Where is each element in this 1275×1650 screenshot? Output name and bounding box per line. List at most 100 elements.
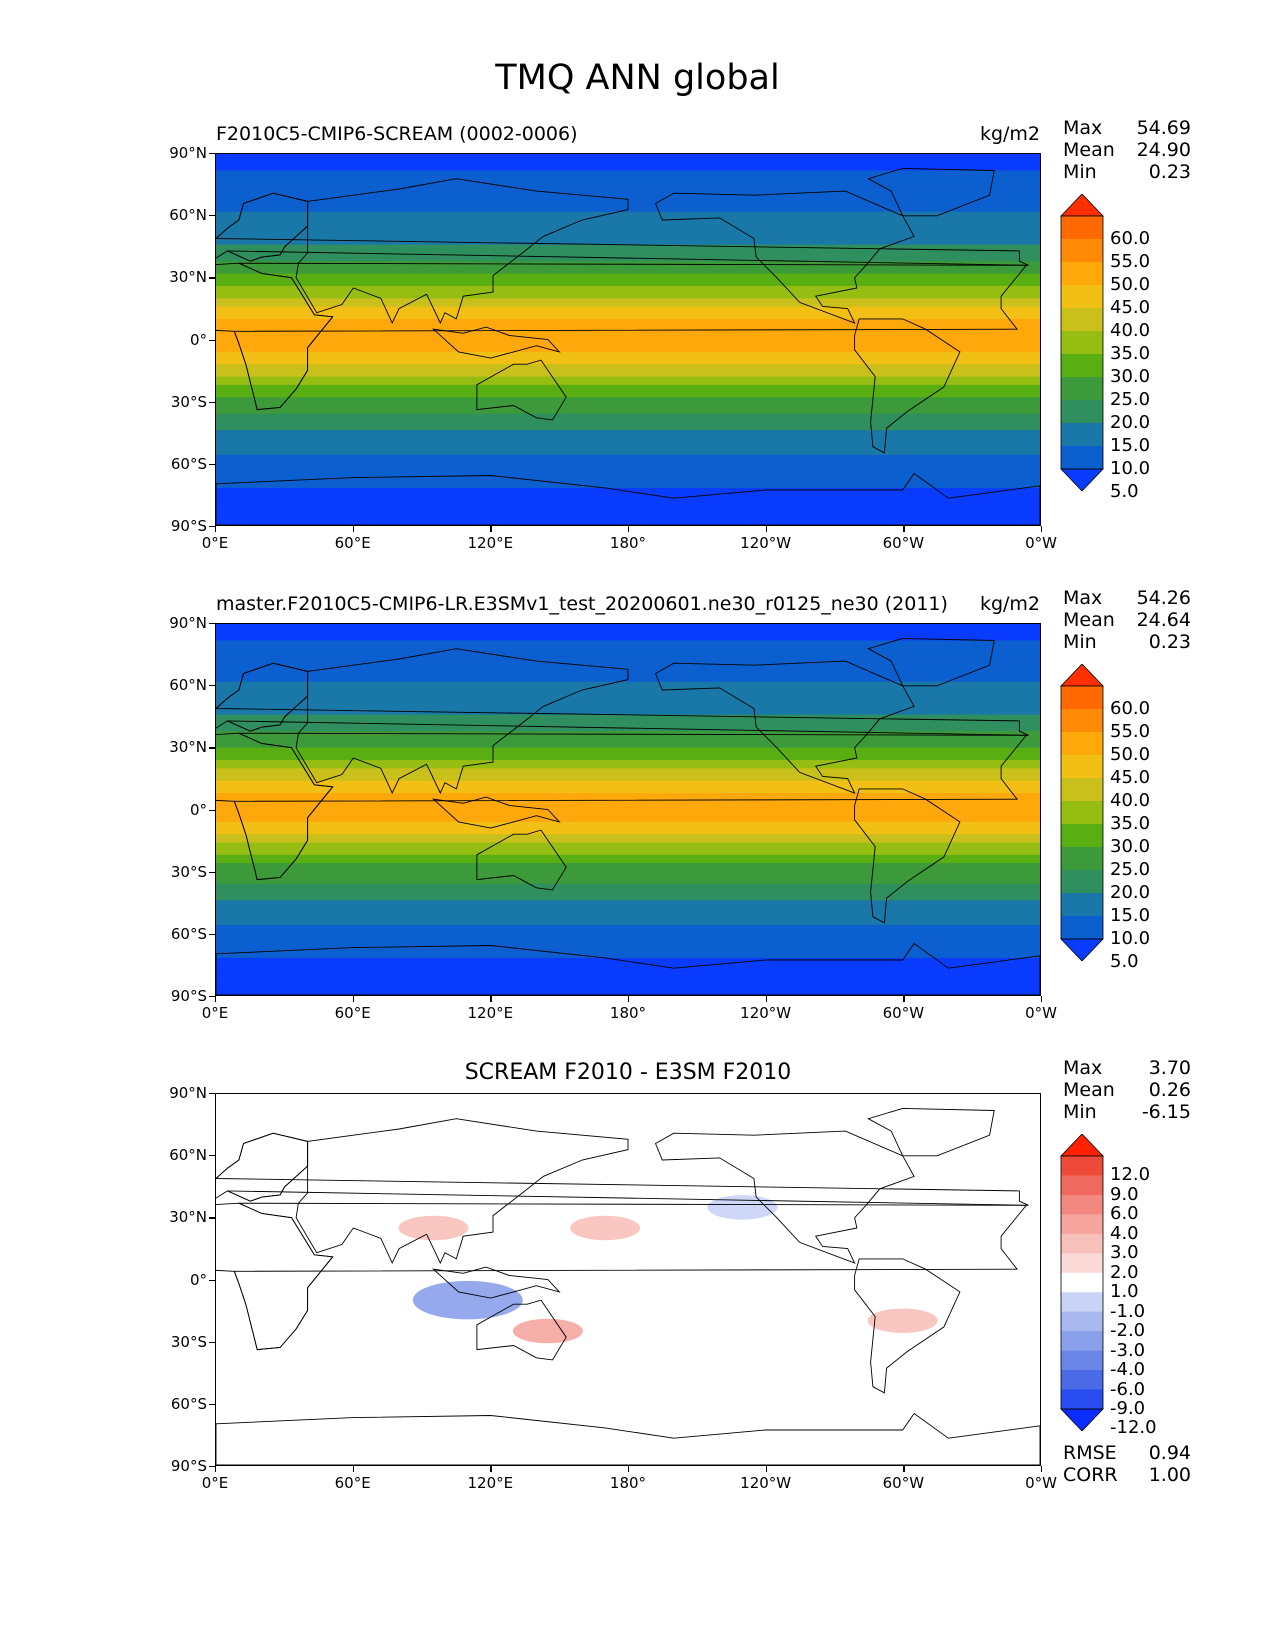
panel-1-band [216, 236, 1040, 242]
panel-2-band [216, 974, 1040, 980]
panel-2-lon-tick [490, 996, 492, 1002]
panel-2-band [216, 780, 1040, 786]
panel-1-band [216, 454, 1040, 460]
panel-2-colorbar-label: 35.0 [1110, 813, 1151, 834]
panel-3-lat-label: 30°S [170, 1332, 207, 1351]
panel-3-colorbar-extend-max [1060, 1134, 1104, 1157]
panel-2-band [216, 735, 1040, 740]
panel-3-lon-tick [490, 1466, 492, 1472]
panel-1-band [216, 347, 1040, 353]
panel-3-rmse: 0.94 [1148, 1442, 1191, 1464]
panel-1-lon-label: 60°E [334, 534, 371, 552]
panel-1-colorbar-label: 40.0 [1110, 320, 1151, 341]
panel-2-band [216, 793, 1040, 798]
panel-2-band [216, 722, 1040, 728]
panel-2-band [216, 920, 1040, 926]
panel-1-coastline-samerica [854, 318, 961, 454]
panel-1-band [216, 215, 1040, 221]
panel-2-band [216, 747, 1040, 753]
panel-2-band [216, 768, 1040, 773]
panel-2-band [216, 755, 1040, 761]
panel-2-lon-tick [1041, 996, 1043, 1002]
panel-2-band [216, 689, 1040, 695]
panel-2-colorbar-label: 15.0 [1110, 905, 1151, 926]
panel-2-band [216, 628, 1040, 633]
panel-3-colorbar-label: -1.0 [1110, 1300, 1146, 1322]
panel-1-colorbar [1060, 194, 1104, 491]
panel-1-colorbar-label: 10.0 [1110, 458, 1151, 479]
panel-1-colorbar-label: 50.0 [1110, 274, 1151, 295]
panel-1-band [216, 228, 1040, 233]
panel-1-band [216, 479, 1040, 485]
panel-2-colorbar-segment [1061, 893, 1103, 917]
panel-2-band [216, 665, 1040, 670]
panel-1-band [216, 195, 1040, 200]
panel-2-band [216, 949, 1040, 955]
panel-1-lon-tick [628, 526, 630, 532]
panel-1-band [216, 273, 1040, 279]
panel-2-lon-label: 180° [609, 1004, 647, 1022]
panel-1-lat-tick [209, 463, 215, 466]
panel-3-lat-label: 0° [189, 1270, 207, 1289]
panel-1-band [216, 323, 1040, 328]
panel-2-coastline-indonesia [432, 796, 561, 829]
panel-1-colorbar-label: 25.0 [1110, 389, 1151, 410]
panel-2-colorbar-extend-min [1060, 938, 1104, 961]
panel-2-colorbar-label: 45.0 [1110, 767, 1151, 788]
panel-1-band [216, 244, 1040, 250]
panel-1-band [216, 269, 1040, 275]
panel-1-band [216, 306, 1040, 312]
panel-1-lat-tick [209, 153, 215, 155]
panel-1-band [216, 508, 1040, 514]
panel-1-band [216, 170, 1040, 176]
panel-1-band [216, 166, 1040, 171]
panel-2-lon-label: 120°E [467, 1004, 514, 1022]
panel-2-colorbar [1060, 664, 1104, 961]
panel-2-band [216, 751, 1040, 757]
panel-1-lat-label: 30°N [169, 268, 207, 287]
panel-1-band [216, 174, 1040, 180]
panel-2-band [216, 924, 1040, 930]
panel-2-lat-label: 90°N [169, 614, 207, 632]
panel-1-colorbar-segment [1061, 216, 1103, 240]
panel-3-colorbar-label: -6.0 [1110, 1378, 1146, 1400]
panel-2-lon-tick [628, 996, 630, 1002]
panel-1-band [216, 421, 1040, 427]
panel-2-band [216, 912, 1040, 918]
panel-2-band [216, 929, 1040, 934]
panel-1-coastline-namerica [654, 190, 915, 324]
panel-2-band [216, 904, 1040, 909]
panel-1-band [216, 158, 1040, 163]
panel-3-colorbar-extend-min [1060, 1408, 1104, 1431]
panel-2-band [216, 760, 1040, 765]
panel-2-colorbar-segment [1061, 847, 1103, 871]
panel-1-band [216, 302, 1040, 308]
panel-2-band [216, 685, 1040, 691]
panel-1-lon-tick [215, 526, 217, 532]
panel-2-colorbar-segment [1061, 732, 1103, 756]
panel-2-band [216, 714, 1040, 720]
panel-3-lon-label: 120°W [740, 1474, 792, 1492]
panel-2-colorbar-segment [1061, 824, 1103, 848]
panel-1-band [216, 459, 1040, 464]
panel-2-colorbar-segment [1061, 755, 1103, 779]
panel-2-mean: 24.64 [1136, 609, 1191, 631]
panel-2-band [216, 656, 1040, 662]
panel-1-lon-label: 0°E [201, 534, 229, 552]
panel-3-lat-tick [209, 1093, 215, 1095]
panel-3-lat-tick [209, 1279, 215, 1281]
panel-2-band [216, 644, 1040, 650]
panel-3-colorbar-segment [1061, 1331, 1103, 1352]
panel-1-coastline-australia [476, 359, 567, 421]
panel-1-band [216, 327, 1040, 332]
panel-2-band [216, 661, 1040, 666]
panel-3-lat-label: 60°N [169, 1146, 207, 1165]
panel-1-band [216, 191, 1040, 196]
panel-2-colorbar-label: 40.0 [1110, 790, 1151, 811]
panel-3-colorbar-segment [1061, 1233, 1103, 1254]
panel-2-band [216, 788, 1040, 794]
panel-3-lat-label: 60°S [170, 1394, 207, 1413]
panel-1-band [216, 492, 1040, 497]
panel-2-band [216, 916, 1040, 922]
panel-2-lat-tick [209, 871, 215, 873]
